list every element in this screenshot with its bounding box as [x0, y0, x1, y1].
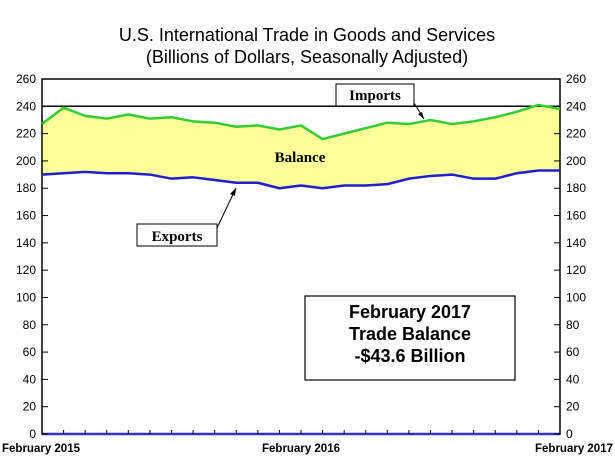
trade-balance-box [304, 295, 516, 381]
y-tick-label-left-0: 0 [29, 427, 36, 441]
trade-balance-heading: Trade Balance [349, 324, 471, 344]
x-tick-label-1: February 2016 [262, 443, 340, 455]
y-tick-label-left-80: 80 [23, 318, 37, 332]
y-tick-label-right-140: 140 [566, 236, 586, 250]
x-tick-label-2: February 2017 [535, 443, 613, 455]
exports-label-box [136, 223, 218, 247]
chart-subtitle: (Billions of Dollars, Seasonally Adjuste… [146, 47, 468, 67]
y-tick-label-left-240: 240 [16, 99, 36, 113]
y-tick-label-right-180: 180 [566, 181, 586, 195]
imports-label-box [335, 83, 415, 107]
y-tick-label-right-80: 80 [566, 318, 580, 332]
y-tick-label-right-120: 120 [566, 263, 586, 277]
chart-title: U.S. International Trade in Goods and Se… [119, 25, 495, 45]
exports-label: Exports [152, 229, 203, 245]
y-tick-label-left-40: 40 [23, 372, 37, 386]
y-tick-label-right-240: 240 [566, 99, 586, 113]
imports-label: Imports [349, 88, 401, 104]
trade-balance-value: -$43.6 Billion [354, 346, 465, 366]
y-tick-label-left-220: 220 [16, 127, 36, 141]
y-tick-label-right-100: 100 [566, 290, 586, 304]
y-tick-label-left-260: 260 [16, 72, 36, 86]
y-tick-label-right-20: 20 [566, 400, 580, 414]
y-tick-label-left-160: 160 [16, 209, 36, 223]
y-tick-label-left-140: 140 [16, 236, 36, 250]
balance-fill [42, 104, 560, 189]
exports-arrowhead [230, 188, 236, 196]
y-tick-label-left-180: 180 [16, 181, 36, 195]
y-tick-label-left-200: 200 [16, 154, 36, 168]
y-tick-label-right-200: 200 [566, 154, 586, 168]
y-tick-label-right-220: 220 [566, 127, 586, 141]
y-tick-label-left-100: 100 [16, 290, 36, 304]
x-tick-label-0: February 2015 [2, 443, 81, 455]
y-tick-label-right-160: 160 [566, 209, 586, 223]
y-tick-label-left-20: 20 [23, 400, 37, 414]
y-tick-label-left-120: 120 [16, 263, 36, 277]
trade-balance-month: February 2017 [349, 302, 471, 322]
y-tick-label-left-60: 60 [23, 345, 37, 359]
exports-line [41, 169, 560, 190]
y-tick-label-right-40: 40 [566, 372, 580, 386]
y-tick-label-right-260: 260 [566, 72, 586, 86]
y-tick-label-right-60: 60 [566, 345, 580, 359]
imports-line [41, 103, 561, 141]
imports-arrowhead [418, 112, 424, 119]
balance-label: Balance [275, 150, 326, 166]
plot-area: 0 0 20 20 40 40 60 60 80 80 100 100 120 120 140 140 160 1… [2, 72, 613, 455]
y-tick-label-right-0: 0 [566, 427, 573, 441]
